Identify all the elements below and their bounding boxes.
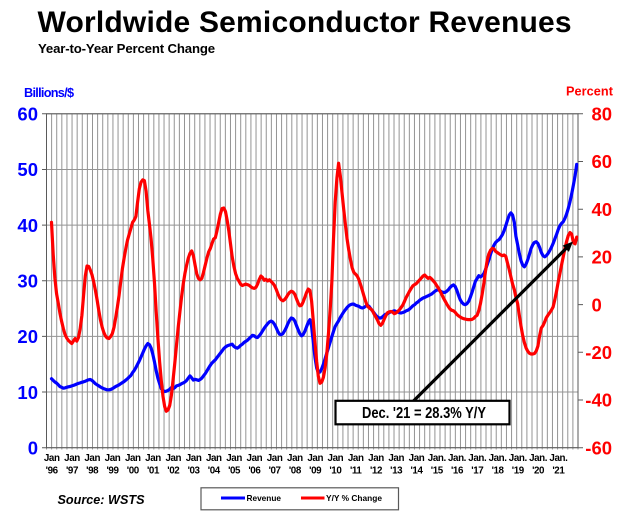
svg-text:20: 20 — [592, 247, 613, 268]
svg-text:Jan: Jan — [368, 453, 384, 464]
svg-text:Jan.: Jan. — [428, 453, 447, 464]
svg-text:Jan.: Jan. — [509, 453, 528, 464]
svg-text:-60: -60 — [585, 437, 612, 458]
svg-text:Jan: Jan — [64, 453, 80, 464]
svg-text:40: 40 — [17, 215, 38, 236]
svg-text:Jan: Jan — [125, 453, 141, 464]
svg-text:Y/Y % Change: Y/Y % Change — [326, 493, 382, 503]
svg-text:Jan: Jan — [105, 453, 121, 464]
svg-text:'06: '06 — [248, 465, 261, 476]
svg-text:'10: '10 — [329, 465, 342, 476]
svg-text:0: 0 — [592, 294, 602, 315]
svg-text:'99: '99 — [106, 465, 119, 476]
svg-text:Jan: Jan — [186, 453, 202, 464]
svg-text:Jan: Jan — [348, 453, 364, 464]
svg-text:Revenue: Revenue — [247, 493, 282, 503]
svg-text:Jan: Jan — [247, 453, 263, 464]
svg-text:60: 60 — [17, 104, 38, 125]
svg-text:50: 50 — [17, 159, 38, 180]
svg-text:20: 20 — [17, 326, 38, 347]
svg-text:'16: '16 — [451, 465, 464, 476]
svg-text:Jan: Jan — [165, 453, 181, 464]
svg-text:Jan.: Jan. — [549, 453, 568, 464]
svg-text:'18: '18 — [492, 465, 505, 476]
svg-text:0: 0 — [28, 437, 38, 458]
svg-text:'08: '08 — [289, 465, 302, 476]
svg-text:'00: '00 — [127, 465, 140, 476]
svg-text:Jan: Jan — [388, 453, 404, 464]
svg-text:'14: '14 — [410, 465, 423, 476]
svg-text:80: 80 — [592, 104, 613, 125]
svg-text:'01: '01 — [147, 465, 160, 476]
svg-text:-40: -40 — [585, 390, 612, 411]
svg-text:'20: '20 — [532, 465, 545, 476]
svg-text:'03: '03 — [188, 465, 201, 476]
svg-text:Jan: Jan — [307, 453, 323, 464]
svg-text:'12: '12 — [370, 465, 383, 476]
svg-text:Jan: Jan — [84, 453, 100, 464]
svg-text:'97: '97 — [66, 465, 79, 476]
svg-text:'21: '21 — [552, 465, 565, 476]
svg-text:Jan: Jan — [44, 453, 60, 464]
svg-text:'02: '02 — [167, 465, 180, 476]
svg-text:Jan.: Jan. — [448, 453, 467, 464]
svg-text:'17: '17 — [471, 465, 484, 476]
svg-text:Jan.: Jan. — [529, 453, 548, 464]
svg-text:'05: '05 — [228, 465, 241, 476]
svg-text:Jan.: Jan. — [468, 453, 487, 464]
svg-text:Percent: Percent — [566, 85, 614, 99]
svg-text:'15: '15 — [431, 465, 444, 476]
svg-text:Dec. '21 = 28.3% Y/Y: Dec. '21 = 28.3% Y/Y — [362, 405, 486, 422]
svg-text:Jan: Jan — [287, 453, 303, 464]
svg-text:Year-to-Year Percent Change: Year-to-Year Percent Change — [38, 41, 215, 56]
svg-text:Jan: Jan — [409, 453, 425, 464]
svg-text:'09: '09 — [309, 465, 322, 476]
svg-text:'19: '19 — [512, 465, 525, 476]
svg-text:30: 30 — [17, 270, 38, 291]
svg-text:40: 40 — [592, 199, 613, 220]
svg-text:Jan.: Jan. — [489, 453, 508, 464]
svg-text:Jan: Jan — [328, 453, 344, 464]
svg-text:10: 10 — [17, 382, 38, 403]
svg-text:'11: '11 — [350, 465, 362, 476]
svg-text:Jan: Jan — [145, 453, 161, 464]
svg-text:'96: '96 — [46, 465, 59, 476]
svg-text:'04: '04 — [208, 465, 221, 476]
svg-text:'13: '13 — [390, 465, 403, 476]
svg-text:Worldwide Semiconductor Revenu: Worldwide Semiconductor Revenues — [38, 6, 572, 39]
svg-text:'98: '98 — [86, 465, 99, 476]
svg-text:Jan: Jan — [267, 453, 283, 464]
svg-text:'07: '07 — [269, 465, 282, 476]
svg-text:Jan: Jan — [226, 453, 242, 464]
svg-text:60: 60 — [592, 151, 613, 172]
svg-text:-20: -20 — [585, 342, 612, 363]
svg-text:Billions/$: Billions/$ — [24, 86, 74, 100]
svg-text:Source: WSTS: Source: WSTS — [58, 492, 145, 507]
svg-text:Jan: Jan — [206, 453, 222, 464]
